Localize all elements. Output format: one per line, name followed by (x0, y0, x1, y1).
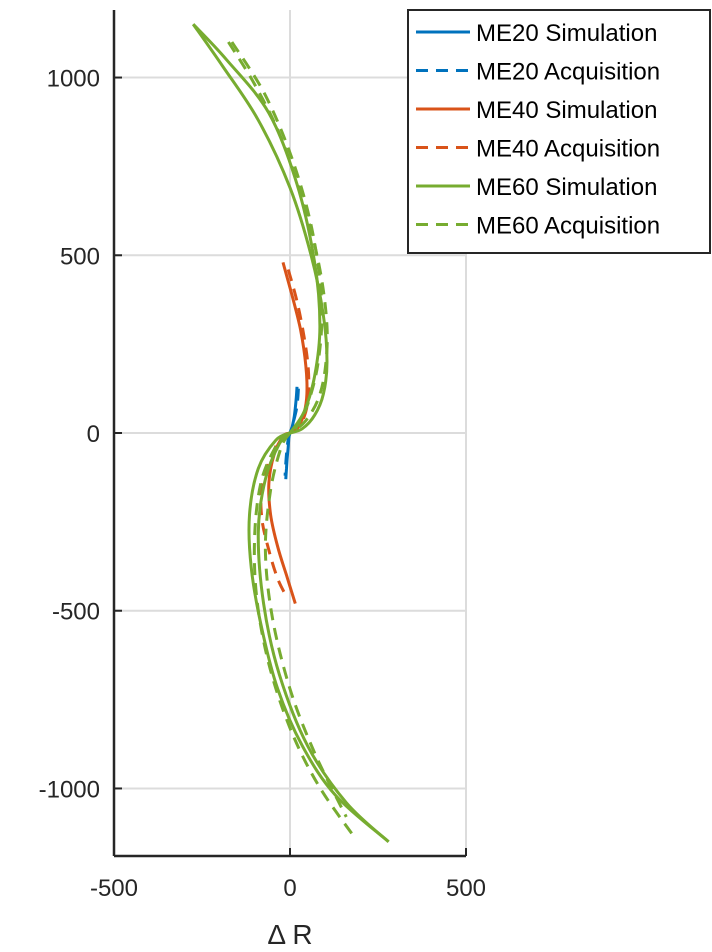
y-tick-label: 500 (60, 243, 100, 270)
legend: ME20 Simulation ME20 Acquisition ME40 Simu… (407, 9, 711, 254)
x-tick-label: -500 (90, 875, 138, 902)
series-line-4-2 (247, 431, 390, 843)
plot-lines (191, 23, 390, 843)
legend-entry: ME40 Acquisition (476, 136, 660, 163)
legend-entry: ME20 Acquisition (476, 59, 660, 86)
y-tick-label: -1000 (39, 776, 100, 803)
series-line-5-3 (263, 432, 348, 818)
legend-box (407, 9, 711, 254)
legend-entry: ME20 Simulation (476, 20, 657, 47)
x-axis-label: Δ R (267, 919, 312, 950)
y-tick-label: 1000 (47, 66, 100, 93)
series-line-4-3 (256, 431, 390, 843)
series-line-1-0 (288, 388, 300, 434)
y-tick-label: -500 (52, 599, 100, 626)
series-line-1-1 (283, 432, 292, 476)
legend-entry: ME60 Acquisition (476, 213, 660, 240)
series-line-5-2 (252, 431, 357, 840)
y-tick-label: 0 (87, 421, 100, 448)
x-tick-label: 500 (446, 875, 486, 902)
series-line-4-1 (192, 23, 322, 434)
axes (112, 10, 467, 858)
tick-labels: -500 0 500 -1000 -500 0 500 1000 (39, 66, 486, 902)
x-tick-label: 0 (283, 875, 296, 902)
series-line-5-0 (227, 41, 329, 435)
legend-entry: ME40 Simulation (476, 97, 657, 124)
legend-entry: ME60 Simulation (476, 174, 657, 201)
